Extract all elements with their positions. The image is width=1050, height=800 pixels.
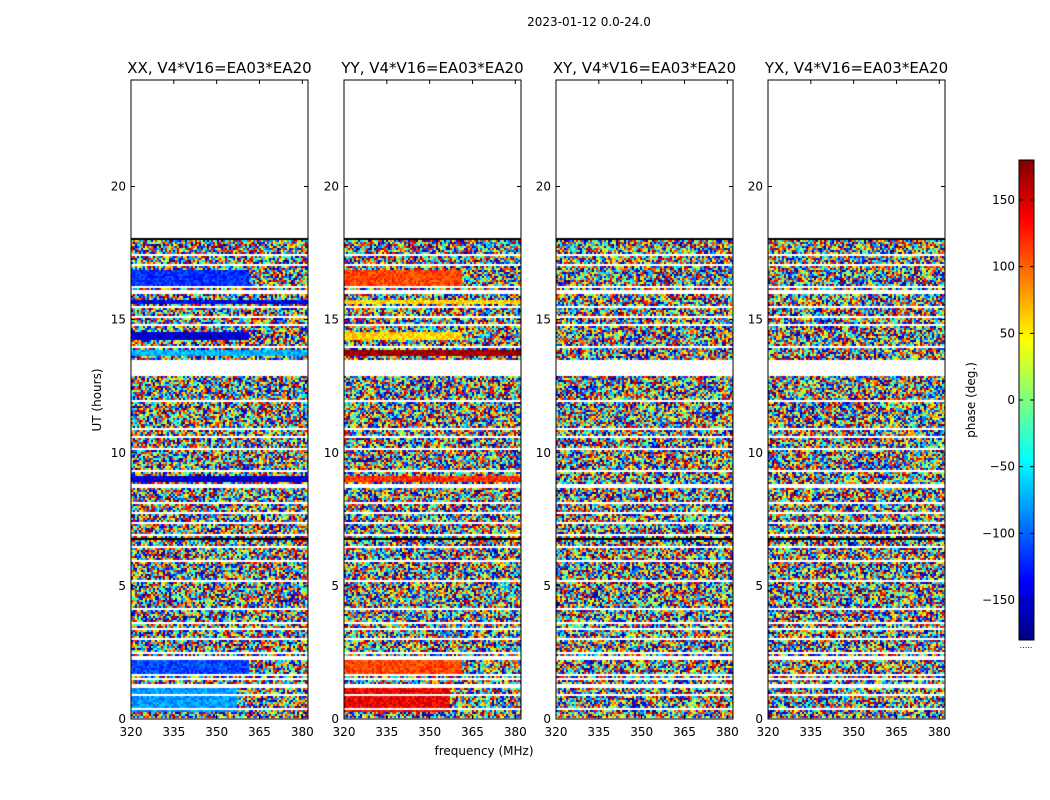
colorbar-tick-label: 50 bbox=[1000, 326, 1015, 340]
y-axis-label: UT (hours) bbox=[90, 368, 104, 431]
y-tick-label: 5 bbox=[331, 579, 339, 593]
x-tick-label: 365 bbox=[673, 725, 696, 739]
y-tick-label: 15 bbox=[111, 313, 126, 327]
x-tick-label: 320 bbox=[120, 725, 143, 739]
panel-title: XY, V4*V16=EA03*EA20 bbox=[553, 59, 736, 77]
x-tick-label: 365 bbox=[885, 725, 908, 739]
colorbar-tick-label: 150 bbox=[992, 193, 1015, 207]
y-tick-label: 0 bbox=[755, 712, 763, 726]
x-tick-label: 365 bbox=[248, 725, 271, 739]
colorbar-tick-label: −100 bbox=[982, 526, 1015, 540]
colorbar-tick-label: −150 bbox=[982, 593, 1015, 607]
x-tick-label: 365 bbox=[461, 725, 484, 739]
heatmap-panels: XX, V4*V16=EA03*EA20 320 335 350 365 380 0 5 10 1… bbox=[111, 59, 951, 739]
panel-title: YX, V4*V16=EA03*EA20 bbox=[764, 59, 948, 77]
panel-yx: YX, V4*V16=EA03*EA20 320 335 350 365 380 0 5 10 1… bbox=[748, 59, 951, 739]
y-tick-label: 20 bbox=[536, 180, 551, 194]
x-tick-label: 350 bbox=[630, 725, 653, 739]
colorbar-extension-dots: ..... bbox=[1020, 641, 1033, 650]
colorbar: phase (deg.) 150 100 50 0 −50 −100 −150..... bbox=[964, 159, 1035, 650]
plot-frame bbox=[767, 79, 946, 720]
x-tick-label: 335 bbox=[162, 725, 185, 739]
x-tick-label: 350 bbox=[418, 725, 441, 739]
panel-title: XX, V4*V16=EA03*EA20 bbox=[127, 59, 311, 77]
x-axis-label: frequency (MHz) bbox=[434, 744, 533, 758]
y-tick-label: 10 bbox=[536, 446, 551, 460]
x-tick-label: 335 bbox=[799, 725, 822, 739]
y-tick-label: 20 bbox=[111, 180, 126, 194]
plot-frame bbox=[130, 79, 309, 720]
y-tick-label: 10 bbox=[324, 446, 339, 460]
x-tick-label: 380 bbox=[928, 725, 951, 739]
colorbar-label: phase (deg.) bbox=[964, 362, 978, 438]
panel-xy: XY, V4*V16=EA03*EA20 320 335 350 365 380 0 5 10 1… bbox=[536, 59, 739, 739]
x-tick-label: 380 bbox=[504, 725, 527, 739]
y-tick-label: 15 bbox=[748, 313, 763, 327]
heatmap-cells bbox=[131, 80, 308, 719]
colorbar-tick-label: −50 bbox=[990, 460, 1015, 474]
colorbar-tick-label: 0 bbox=[1007, 393, 1015, 407]
y-tick-label: 5 bbox=[755, 579, 763, 593]
y-tick-label: 0 bbox=[331, 712, 339, 726]
plot-frame bbox=[343, 79, 522, 720]
panel-xx: XX, V4*V16=EA03*EA20 320 335 350 365 380 0 5 10 1… bbox=[111, 59, 314, 739]
x-tick-label: 320 bbox=[333, 725, 356, 739]
y-tick-label: 15 bbox=[324, 313, 339, 327]
y-tick-label: 20 bbox=[748, 180, 763, 194]
y-tick-label: 15 bbox=[536, 313, 551, 327]
heatmap-cells bbox=[768, 80, 945, 719]
heatmap-cells bbox=[344, 80, 521, 719]
y-tick-label: 20 bbox=[324, 180, 339, 194]
y-tick-label: 5 bbox=[118, 579, 126, 593]
heatmap-cells bbox=[556, 80, 733, 719]
x-tick-label: 380 bbox=[716, 725, 739, 739]
y-tick-label: 5 bbox=[543, 579, 551, 593]
x-tick-label: 380 bbox=[291, 725, 314, 739]
x-tick-label: 335 bbox=[587, 725, 610, 739]
x-tick-label: 350 bbox=[842, 725, 865, 739]
panel-title: YY, V4*V16=EA03*EA20 bbox=[340, 59, 523, 77]
panel-yy: YY, V4*V16=EA03*EA20 320 335 350 365 380 0 5 10 1… bbox=[324, 59, 527, 739]
y-tick-label: 10 bbox=[111, 446, 126, 460]
x-tick-label: 320 bbox=[545, 725, 568, 739]
plot-frame bbox=[555, 79, 734, 720]
y-tick-label: 0 bbox=[543, 712, 551, 726]
x-tick-label: 335 bbox=[375, 725, 398, 739]
x-tick-label: 320 bbox=[757, 725, 780, 739]
colorbar-tick-label: 100 bbox=[992, 260, 1015, 274]
y-tick-label: 0 bbox=[118, 712, 126, 726]
figure-title: 2023-01-12 0.0-24.0 bbox=[527, 15, 651, 29]
y-tick-label: 10 bbox=[748, 446, 763, 460]
x-tick-label: 350 bbox=[205, 725, 228, 739]
